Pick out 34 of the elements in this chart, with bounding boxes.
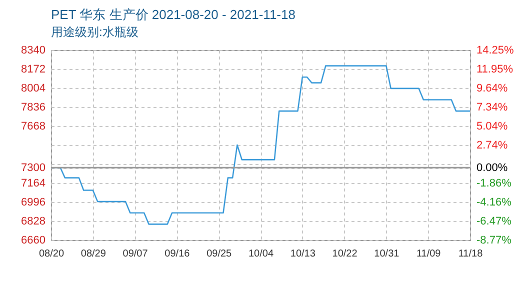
- y-tick-label: 8004: [21, 82, 46, 94]
- chart-subtitle: 用途级别:水瓶级: [51, 25, 138, 39]
- y-tick-label: 6996: [21, 196, 46, 208]
- y-tick-label: 7668: [21, 120, 46, 132]
- y-tick-label: 7300: [21, 162, 46, 174]
- y-tick-label: 8340: [21, 44, 46, 56]
- x-tick-label: 09/07: [122, 248, 148, 260]
- x-tick-label: 10/13: [290, 248, 316, 260]
- y-tick-label: 6828: [21, 216, 46, 228]
- y-tick-label: 7164: [21, 178, 46, 190]
- y2-tick-label: 5.04%: [476, 120, 508, 133]
- y2-tick-label: -4.16%: [476, 196, 512, 208]
- y2-tick-label: 9.64%: [476, 82, 508, 95]
- y2-tick-label: 14.25%: [476, 44, 514, 56]
- x-tick-label: 08/29: [80, 248, 106, 260]
- x-tick-label: 11/18: [458, 248, 484, 260]
- y2-tick-label: -8.77%: [476, 234, 512, 246]
- x-tick-label: 09/16: [164, 248, 190, 260]
- y-tick-label: 6660: [21, 234, 46, 246]
- x-tick-label: 09/25: [206, 248, 232, 260]
- x-tick-label: 08/20: [38, 248, 64, 260]
- y2-tick-label: -6.47%: [476, 216, 512, 228]
- x-tick-label: 10/22: [332, 248, 358, 260]
- y2-tick-label: 11.95%: [476, 63, 514, 76]
- chart-title: PET 华东 生产价 2021-08-20 - 2021-11-18: [51, 7, 296, 22]
- y-tick-label: 7836: [21, 102, 46, 114]
- x-tick-label: 10/31: [374, 248, 400, 260]
- y2-tick-label: 7.34%: [476, 102, 508, 114]
- x-tick-label: 11/09: [416, 248, 442, 260]
- y2-tick-label: 0.00%: [476, 162, 508, 174]
- y2-tick-label: 2.74%: [476, 140, 508, 152]
- y-tick-label: 8172: [21, 64, 46, 76]
- x-tick-label: 10/04: [248, 248, 274, 260]
- y2-tick-label: -1.86%: [476, 177, 512, 190]
